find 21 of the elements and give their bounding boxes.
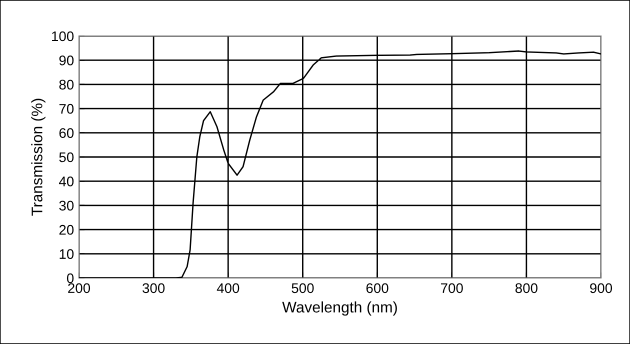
x-tick-label: 600 [366, 283, 388, 294]
y-tick-label: 60 [59, 128, 74, 138]
x-tick-label: 800 [515, 283, 538, 294]
x-tick-label: 400 [216, 283, 240, 294]
y-tick-label: 80 [59, 80, 74, 90]
y-tick-label: 40 [59, 176, 74, 186]
y-tick-label: 20 [59, 224, 74, 235]
y-tick-label: 30 [59, 200, 74, 211]
x-axis-title: Wavelength (nm) [282, 301, 397, 316]
y-tick-label: 0 [66, 273, 74, 284]
y-tick-label: 50 [59, 152, 74, 162]
y-tick-label: 100 [52, 31, 74, 42]
y-tick-label: 10 [60, 249, 74, 259]
x-tick-label: 500 [292, 283, 314, 294]
x-tick-label: 700 [440, 283, 463, 294]
y-axis-title: Transmission (%) [31, 98, 46, 216]
x-tick-label: 900 [590, 283, 612, 294]
x-tick-label: 200 [68, 283, 90, 294]
x-tick-label: 300 [142, 283, 165, 294]
y-tick-label: 90 [59, 56, 74, 66]
y-tick-label: 70 [59, 104, 74, 114]
